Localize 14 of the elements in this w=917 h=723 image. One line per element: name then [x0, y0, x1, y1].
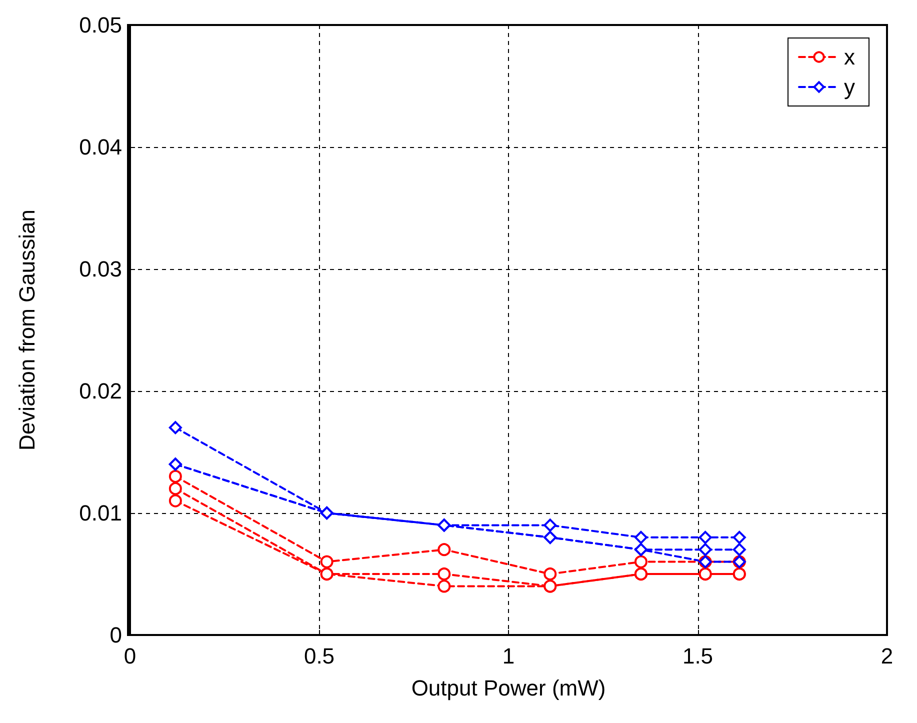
x-axis-title: Output Power (mW) [411, 676, 606, 700]
y-tick-label: 0.04 [79, 134, 122, 160]
x-tick-label: 2 [880, 644, 894, 668]
x-tick-label: 0.5 [304, 644, 335, 668]
y-tick-label: 0.02 [79, 378, 122, 404]
legend-label: y [844, 74, 855, 100]
y-tick-label: 0 [110, 622, 122, 648]
x-tick-label: 1 [502, 644, 515, 668]
x-tick-label: 1.5 [682, 644, 714, 668]
legend-label: x [844, 44, 855, 70]
y-axis-title: Deviation from Gaussian [14, 210, 40, 450]
y-tick-label: 0.05 [79, 12, 122, 38]
y-tick-label: 0.01 [79, 500, 122, 526]
y-tick-label: 0.03 [79, 256, 122, 282]
